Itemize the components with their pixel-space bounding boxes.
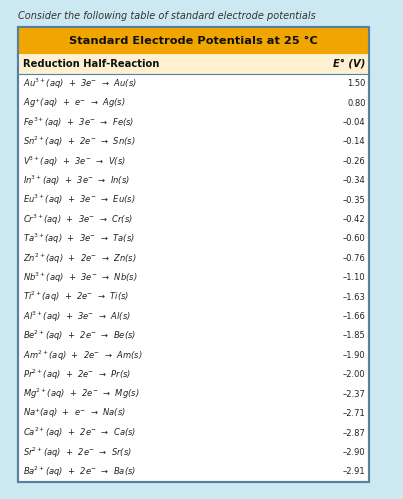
Text: –1.10: –1.10	[343, 273, 366, 282]
Text: –1.85: –1.85	[343, 331, 366, 340]
Text: –2.00: –2.00	[343, 370, 366, 379]
Text: 0.80: 0.80	[347, 99, 366, 108]
Text: –0.35: –0.35	[343, 196, 366, 205]
Text: Ca$^{2+}$(aq)  +  2e$^{-}$  →  Ca(s): Ca$^{2+}$(aq) + 2e$^{-}$ → Ca(s)	[23, 426, 136, 440]
Text: –0.26: –0.26	[343, 157, 366, 166]
Text: –0.76: –0.76	[343, 254, 366, 263]
Text: 1.50: 1.50	[347, 79, 366, 88]
Text: Sn$^{2+}$(aq)  +  2e$^{-}$  →  Sn(s): Sn$^{2+}$(aq) + 2e$^{-}$ → Sn(s)	[23, 135, 135, 149]
Text: –2.91: –2.91	[343, 468, 366, 477]
Text: Cr$^{3+}$(aq)  +  3e$^{-}$  →  Cr(s): Cr$^{3+}$(aq) + 3e$^{-}$ → Cr(s)	[23, 213, 133, 227]
Text: Ta$^{3+}$(aq)  +  3e$^{-}$  →  Ta(s): Ta$^{3+}$(aq) + 3e$^{-}$ → Ta(s)	[23, 232, 135, 246]
Text: Na$^{+}$(aq)  +  e$^{-}$  →  Na(s): Na$^{+}$(aq) + e$^{-}$ → Na(s)	[23, 407, 126, 421]
Text: Standard Electrode Potentials at 25 °C: Standard Electrode Potentials at 25 °C	[69, 35, 318, 45]
Text: Al$^{3+}$(aq)  +  3e$^{-}$  →  Al(s): Al$^{3+}$(aq) + 3e$^{-}$ → Al(s)	[23, 309, 131, 324]
Text: Sr$^{2+}$(aq)  +  2e$^{-}$  →  Sr(s): Sr$^{2+}$(aq) + 2e$^{-}$ → Sr(s)	[23, 445, 132, 460]
Text: –0.42: –0.42	[343, 215, 366, 224]
Text: –2.37: –2.37	[343, 390, 366, 399]
Text: Eu$^{3+}$(aq)  +  3e$^{-}$  →  Eu(s): Eu$^{3+}$(aq) + 3e$^{-}$ → Eu(s)	[23, 193, 135, 208]
Text: Ag$^{+}$(aq)  +  e$^{-}$  →  Ag(s): Ag$^{+}$(aq) + e$^{-}$ → Ag(s)	[23, 96, 125, 110]
Text: Pr$^{2+}$(aq)  +  2e$^{-}$  →  Pr(s): Pr$^{2+}$(aq) + 2e$^{-}$ → Pr(s)	[23, 368, 131, 382]
Text: –0.04: –0.04	[343, 118, 366, 127]
Text: Mg$^{2+}$(aq)  +  2e$^{-}$  →  Mg(s): Mg$^{2+}$(aq) + 2e$^{-}$ → Mg(s)	[23, 387, 139, 401]
Text: E° (V): E° (V)	[333, 59, 366, 69]
Text: –2.87: –2.87	[343, 429, 366, 438]
Text: –0.60: –0.60	[343, 235, 366, 244]
Text: Au$^{3+}$(aq)  +  3e$^{-}$  →  Au(s): Au$^{3+}$(aq) + 3e$^{-}$ → Au(s)	[23, 76, 137, 91]
Text: Ti$^{2+}$(aq)  +  2e$^{-}$  →  Ti(s): Ti$^{2+}$(aq) + 2e$^{-}$ → Ti(s)	[23, 290, 129, 304]
Text: –0.14: –0.14	[343, 137, 366, 146]
Text: –2.71: –2.71	[343, 409, 366, 418]
Text: Fe$^{3+}$(aq)  +  3e$^{-}$  →  Fe(s): Fe$^{3+}$(aq) + 3e$^{-}$ → Fe(s)	[23, 115, 134, 130]
Text: Nb$^{3+}$(aq)  +  3e$^{-}$  →  Nb(s): Nb$^{3+}$(aq) + 3e$^{-}$ → Nb(s)	[23, 270, 137, 285]
Text: In$^{3+}$(aq)  +  3e$^{-}$  →  In(s): In$^{3+}$(aq) + 3e$^{-}$ → In(s)	[23, 174, 130, 188]
Text: –1.90: –1.90	[343, 351, 366, 360]
Text: –2.90: –2.90	[343, 448, 366, 457]
Text: Ba$^{2+}$(aq)  +  2e$^{-}$  →  Ba(s): Ba$^{2+}$(aq) + 2e$^{-}$ → Ba(s)	[23, 465, 136, 479]
Text: –0.34: –0.34	[343, 176, 366, 185]
Text: Zn$^{2+}$(aq)  +  2e$^{-}$  →  Zn(s): Zn$^{2+}$(aq) + 2e$^{-}$ → Zn(s)	[23, 251, 137, 265]
Text: Be$^{2+}$(aq)  +  2e$^{-}$  →  Be(s): Be$^{2+}$(aq) + 2e$^{-}$ → Be(s)	[23, 329, 136, 343]
Text: V$^{3+}$(aq)  +  3e$^{-}$  →  V(s): V$^{3+}$(aq) + 3e$^{-}$ → V(s)	[23, 154, 126, 169]
Text: –1.63: –1.63	[343, 293, 366, 302]
Text: Am$^{2+}$(aq)  +  2e$^{-}$  →  Am(s): Am$^{2+}$(aq) + 2e$^{-}$ → Am(s)	[23, 348, 143, 363]
Text: –1.66: –1.66	[343, 312, 366, 321]
Text: Reduction Half-Reaction: Reduction Half-Reaction	[23, 59, 159, 69]
Text: Consider the following table of standard electrode potentials: Consider the following table of standard…	[18, 11, 316, 21]
